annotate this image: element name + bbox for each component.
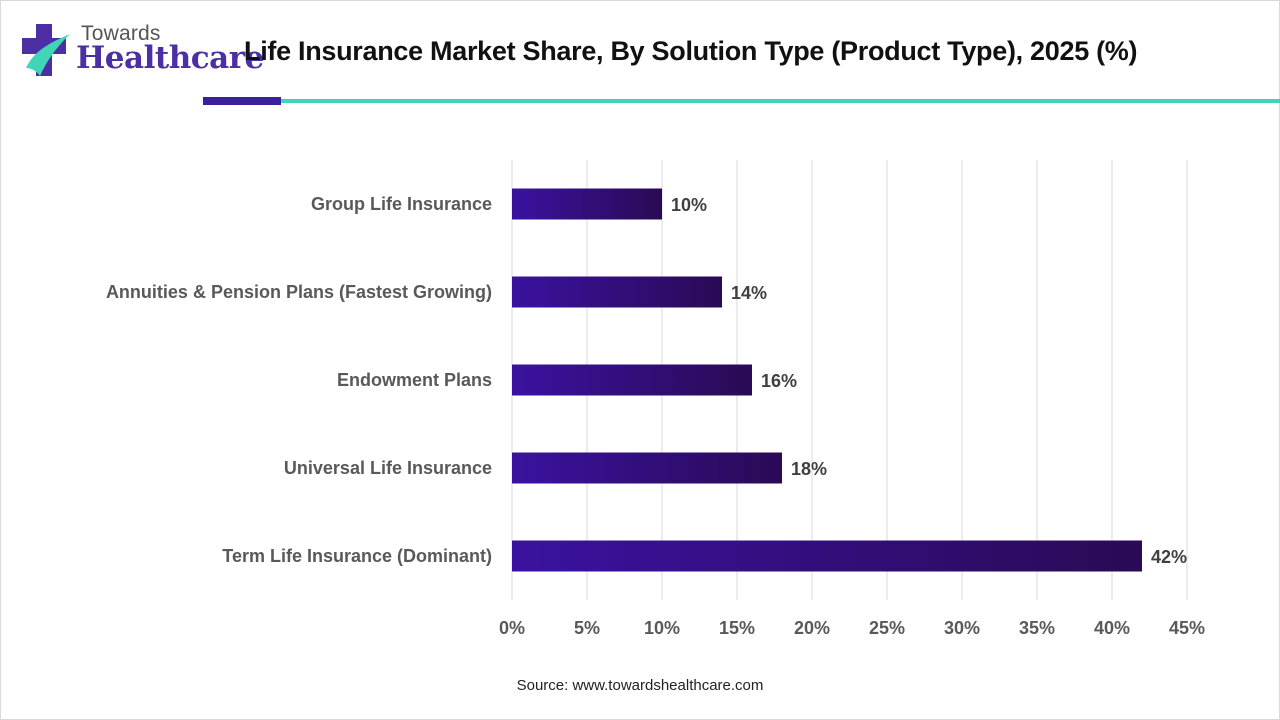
x-tick-label: 25%: [869, 618, 905, 638]
source-note: Source: www.towardshealthcare.com: [516, 677, 764, 694]
x-tick-label: 35%: [1019, 618, 1055, 638]
x-tick-label: 45%: [1169, 618, 1205, 638]
x-tick-label: 30%: [944, 618, 980, 638]
chart-title: Life Insurance Market Share, By Solution…: [244, 36, 1138, 66]
x-tick-label: 20%: [794, 618, 830, 638]
title-rule-teal: [281, 99, 1280, 103]
data-label: 18%: [791, 459, 827, 479]
x-tick-label: 5%: [574, 618, 600, 638]
labels: 0% 5% 10% 15% 20% 25% 30% 35% 40% 45% Group Life I…: [106, 194, 1205, 638]
category-label: Term Life Insurance (Dominant): [222, 546, 492, 566]
bar: [512, 188, 662, 220]
data-label: 16%: [761, 371, 797, 391]
data-label: 42%: [1151, 547, 1187, 567]
x-tick-label: 40%: [1094, 618, 1130, 638]
bar: [512, 540, 1142, 572]
bars: [512, 188, 1142, 572]
bar: [512, 364, 752, 396]
category-label: Universal Life Insurance: [284, 458, 492, 478]
x-tick-label: 0%: [499, 618, 525, 638]
bar: [512, 276, 722, 308]
x-tick-label: 15%: [719, 618, 755, 638]
category-label: Group Life Insurance: [311, 194, 492, 214]
category-label: Annuities & Pension Plans (Fastest Growi…: [106, 282, 492, 302]
x-tick-label: 10%: [644, 618, 680, 638]
data-label: 10%: [671, 195, 707, 215]
medical-cross-icon: [22, 24, 70, 76]
bar-chart: 0% 5% 10% 15% 20% 25% 30% 35% 40% 45% Group Life I…: [106, 160, 1205, 638]
data-label: 14%: [731, 283, 767, 303]
bar: [512, 452, 782, 484]
title-rule-dark: [203, 97, 281, 105]
logo-text-top: Towards: [81, 22, 161, 45]
logo: Towards Healthcare: [18, 18, 264, 88]
category-label: Endowment Plans: [337, 370, 492, 390]
logo-text-main: Healthcare: [76, 40, 264, 76]
